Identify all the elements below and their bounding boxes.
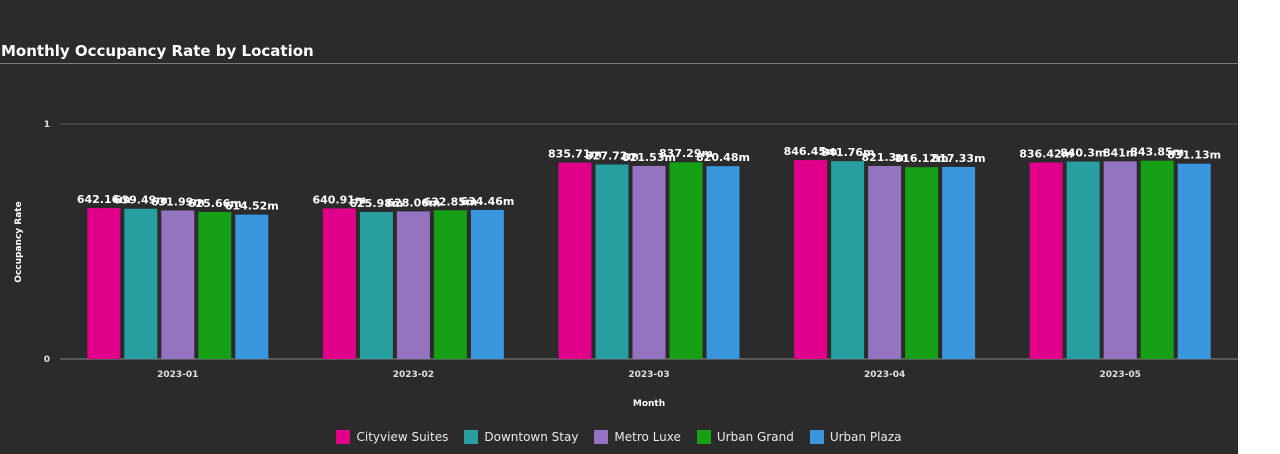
legend-label: Urban Plaza bbox=[829, 430, 902, 444]
data-label: 821.53m bbox=[622, 151, 676, 164]
bar bbox=[632, 165, 666, 359]
data-label: 628.06m bbox=[386, 196, 440, 209]
bar bbox=[1103, 161, 1137, 359]
bar bbox=[868, 165, 902, 359]
data-label: 631.99m bbox=[151, 195, 205, 208]
data-label: 625.66m bbox=[188, 197, 242, 210]
bar bbox=[470, 209, 504, 359]
bar bbox=[831, 161, 865, 359]
bar bbox=[669, 162, 703, 359]
legend-label: Downtown Stay bbox=[484, 430, 579, 444]
data-label: 831.13m bbox=[1167, 149, 1221, 162]
y-tick-label: 0 bbox=[44, 355, 50, 365]
x-tick-label: 2023-03 bbox=[628, 370, 669, 380]
data-label: 614.52m bbox=[225, 200, 279, 213]
bar bbox=[433, 210, 467, 359]
bar bbox=[322, 208, 356, 359]
y-axis-label: Occupancy Rate bbox=[14, 201, 24, 282]
bar bbox=[359, 211, 393, 359]
data-label: 634.46m bbox=[460, 195, 514, 208]
bar bbox=[1029, 162, 1063, 359]
x-tick-label: 2023-01 bbox=[157, 370, 198, 380]
data-label: 632.85m bbox=[423, 195, 477, 208]
legend-item[interactable]: Cityview Suites bbox=[336, 430, 448, 444]
legend: Cityview Suites Downtown Stay Metro Luxe Ur… bbox=[0, 430, 1238, 444]
bar bbox=[1140, 160, 1174, 359]
bar bbox=[794, 160, 828, 359]
x-tick-label: 2023-04 bbox=[864, 370, 905, 380]
x-tick-label: 2023-05 bbox=[1100, 370, 1141, 380]
bar bbox=[87, 208, 121, 359]
bar bbox=[706, 166, 740, 359]
bar bbox=[1066, 161, 1100, 359]
chart-panel: Monthly Occupancy Rate by Location 0 1 Occ… bbox=[0, 0, 1238, 454]
data-label: 837.29m bbox=[659, 147, 713, 160]
bar bbox=[161, 210, 195, 359]
legend-item[interactable]: Downtown Stay bbox=[464, 430, 578, 444]
x-axis-label: Month bbox=[633, 399, 665, 409]
x-tick-label: 2023-02 bbox=[393, 370, 434, 380]
legend-item[interactable]: Metro Luxe bbox=[594, 430, 681, 444]
bar bbox=[235, 214, 269, 359]
legend-swatch bbox=[464, 430, 479, 444]
legend-swatch bbox=[594, 430, 609, 444]
bar bbox=[942, 166, 976, 359]
data-label: 642.16m bbox=[77, 193, 131, 206]
legend-item[interactable]: Urban Grand bbox=[696, 430, 794, 444]
legend-swatch bbox=[336, 430, 351, 444]
y-tick-label: 1 bbox=[44, 120, 50, 130]
legend-label: Metro Luxe bbox=[614, 430, 681, 444]
bar bbox=[396, 211, 430, 359]
data-label: 843.85m bbox=[1130, 146, 1184, 159]
data-label: 840.3m bbox=[1060, 147, 1106, 160]
data-label: 817.33m bbox=[932, 152, 986, 165]
data-label: 821.3m bbox=[861, 151, 907, 164]
bar bbox=[198, 211, 232, 359]
bar bbox=[124, 208, 158, 359]
legend-swatch bbox=[696, 430, 711, 444]
legend-swatch bbox=[809, 430, 824, 444]
data-label: 625.98m bbox=[349, 197, 403, 210]
data-label: 846.45m bbox=[784, 145, 838, 158]
data-label: 827.72m bbox=[585, 149, 639, 162]
bar bbox=[905, 167, 939, 359]
legend-label: Cityview Suites bbox=[356, 430, 449, 444]
data-label: 841.76m bbox=[821, 146, 875, 159]
legend-item[interactable]: Urban Plaza bbox=[809, 430, 902, 444]
data-label: 841m bbox=[1103, 146, 1137, 159]
title-divider bbox=[0, 63, 1238, 64]
data-label: 640.91m bbox=[312, 193, 366, 206]
data-label: 835.71m bbox=[548, 148, 602, 161]
data-label: 639.49m bbox=[114, 194, 168, 207]
data-label: 836.42m bbox=[1019, 147, 1073, 160]
bar bbox=[1177, 163, 1211, 359]
bar bbox=[558, 162, 592, 359]
legend-label: Urban Grand bbox=[716, 430, 794, 444]
data-label: 816.12m bbox=[895, 152, 949, 165]
bar bbox=[595, 164, 629, 359]
chart-title: Monthly Occupancy Rate by Location bbox=[1, 42, 314, 60]
data-label: 820.48m bbox=[696, 151, 750, 164]
